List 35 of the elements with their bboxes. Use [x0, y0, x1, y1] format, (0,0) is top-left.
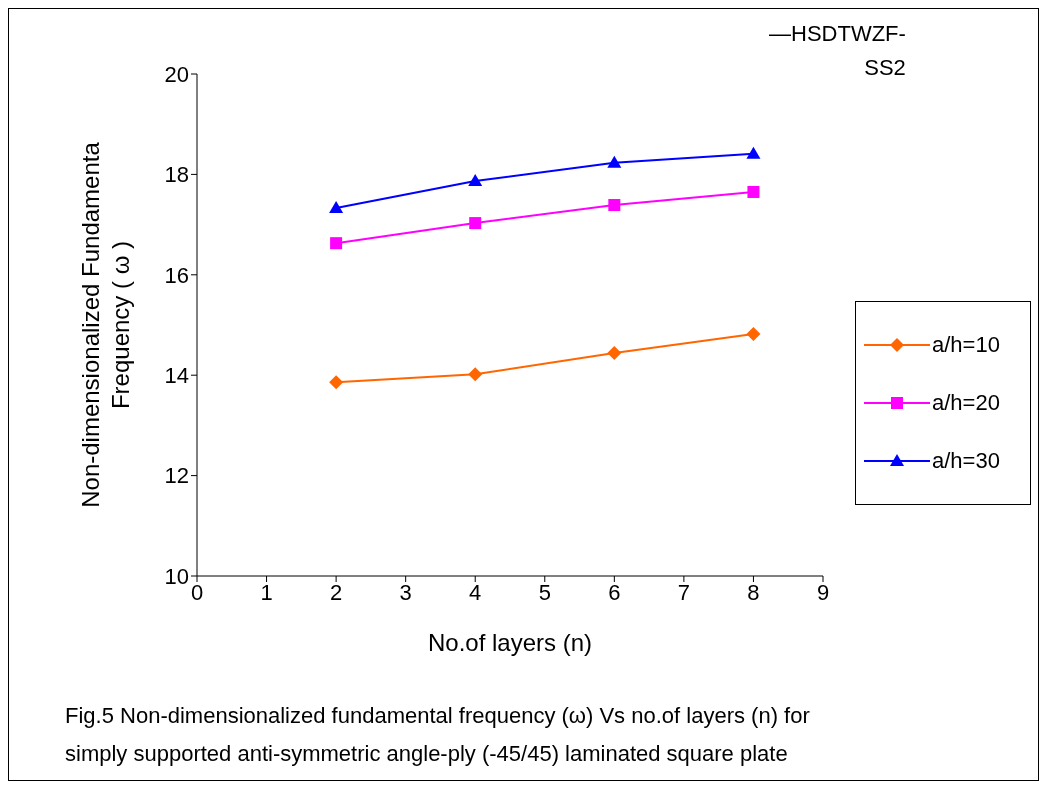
y-tick-label: 10: [164, 563, 189, 589]
point: [607, 346, 622, 361]
y-tick-label: 16: [164, 262, 189, 288]
x-tick-label: 8: [747, 579, 760, 605]
point: [329, 201, 344, 214]
legend-label: a/h=10: [932, 332, 1000, 358]
x-tick-label: 4: [469, 579, 482, 605]
point: [468, 367, 483, 382]
point: [746, 327, 761, 342]
y-tick-label: 12: [164, 463, 189, 489]
point: [329, 375, 344, 390]
y-tick-label: 18: [164, 162, 189, 188]
annotation: —HSDTWZF- SS2: [769, 20, 906, 82]
x-tick-label: 2: [329, 579, 343, 605]
x-axis-title: No.of layers (n): [427, 629, 593, 656]
legend-label: a/h=20: [932, 390, 1000, 416]
x-tick-label: 1: [260, 579, 273, 605]
point: [330, 237, 343, 250]
point: [607, 155, 622, 168]
y-axis-title: Non-dimensionalized Fundamenta Frequency ( ω ): [77, 141, 134, 508]
point: [468, 173, 483, 186]
x-tick-label: 7: [677, 579, 691, 605]
x-tick-label: 3: [399, 579, 412, 605]
point: [469, 217, 482, 230]
y-tick-label: 14: [164, 363, 189, 389]
point: [608, 199, 621, 212]
point: [747, 185, 760, 198]
x-tick-label: 6: [608, 579, 621, 605]
point: [746, 146, 761, 159]
y-tick-label: 20: [164, 61, 189, 87]
x-tick-label: 5: [538, 579, 551, 605]
legend-label: a/h=30: [932, 448, 1000, 474]
x-tick-label: 0: [190, 579, 204, 605]
caption: Fig.5 Non-dimensionalized fundamental frequency (ω) Vs no.of layers (n) for simply supported anti-symmetric angle-ply (-45/45) laminated square plate: [65, 702, 810, 768]
x-tick-label: 9: [816, 579, 830, 605]
